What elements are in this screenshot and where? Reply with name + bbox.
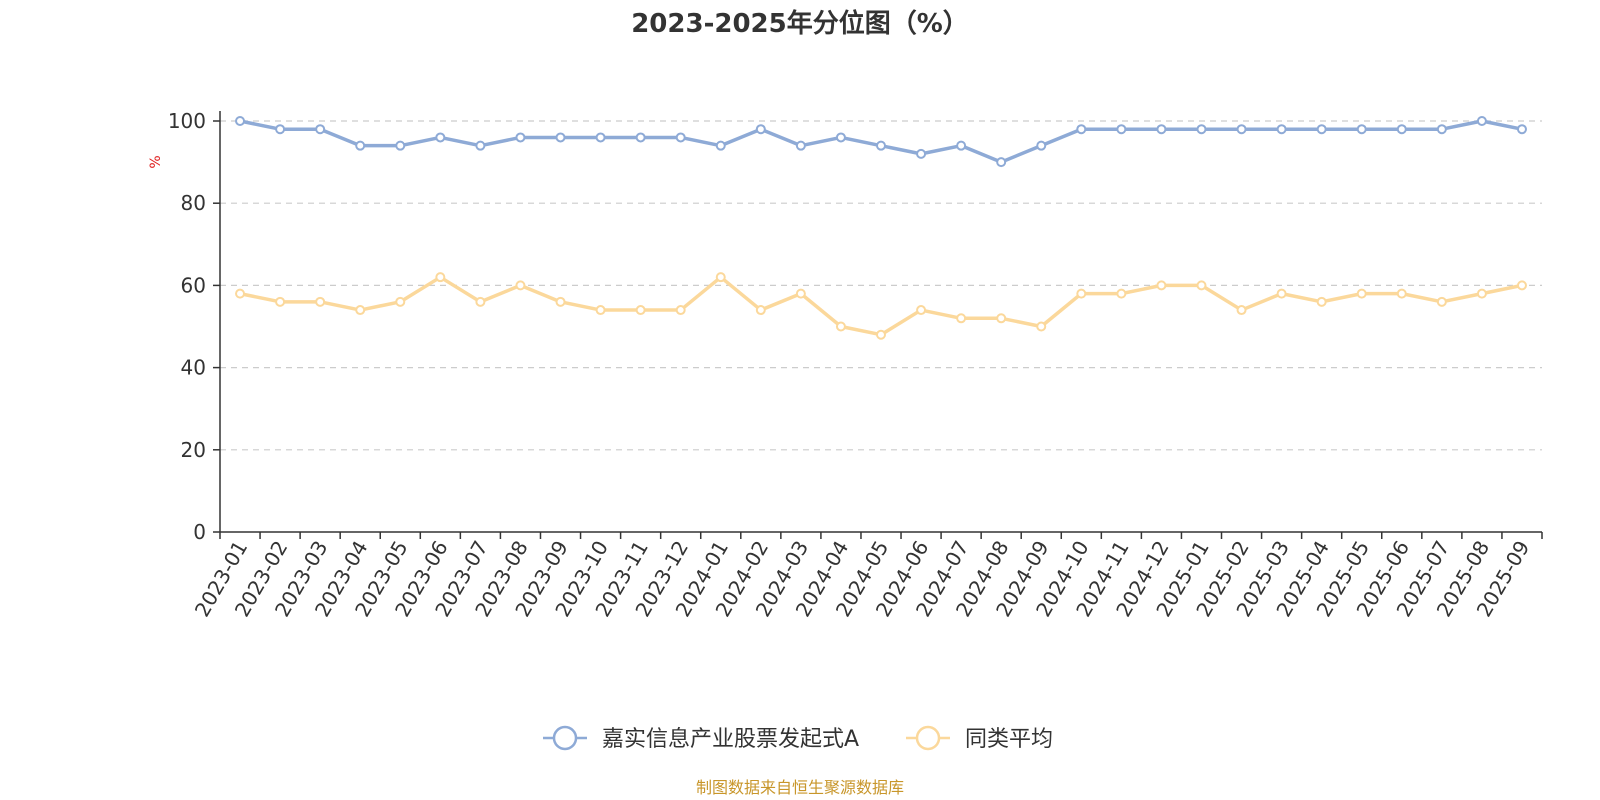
data-point: [355, 140, 366, 151]
data-point: [515, 132, 526, 143]
data-point: [916, 305, 927, 316]
chart-title: 2023-2025年分位图（%）: [631, 8, 969, 39]
y-tick-label: 0: [193, 520, 206, 544]
data-point: [235, 116, 246, 126]
data-point: [1316, 124, 1327, 135]
legend-marker-icon: [915, 725, 941, 751]
y-tick-label: 40: [181, 356, 206, 380]
data-point: [635, 132, 646, 143]
data-point: [1356, 124, 1367, 135]
data-point: [996, 157, 1007, 168]
series-2: [235, 272, 1527, 340]
data-point: [1516, 280, 1527, 291]
data-point: [315, 124, 326, 135]
legend-marker-icon: [552, 725, 578, 751]
legend-item-1[interactable]: 嘉实信息产业股票发起式A: [543, 725, 859, 752]
data-point: [835, 321, 846, 332]
data-point: [1076, 288, 1087, 299]
data-point: [755, 305, 766, 316]
series-1: [235, 116, 1527, 168]
data-point: [1116, 124, 1127, 135]
axes: 0204060801002023-012023-022023-032023-04…: [168, 109, 1543, 621]
data-point: [475, 140, 486, 151]
legend-item-2[interactable]: 同类平均: [906, 725, 1053, 752]
data-point: [1516, 124, 1527, 135]
data-point: [1196, 280, 1207, 291]
data-point: [555, 296, 566, 307]
data-point: [395, 140, 406, 151]
data-point: [435, 272, 446, 283]
y-axis-unit: %: [148, 155, 164, 168]
data-point: [1156, 280, 1167, 291]
data-point: [435, 132, 446, 143]
data-point: [1436, 124, 1447, 135]
data-point: [1436, 296, 1447, 307]
data-point: [1396, 124, 1407, 135]
data-point: [1476, 288, 1487, 299]
data-point: [475, 296, 486, 307]
data-point: [275, 296, 286, 307]
data-point: [1316, 296, 1327, 307]
data-point: [595, 305, 606, 316]
data-point: [876, 329, 886, 340]
data-point: [876, 140, 886, 151]
data-point: [1156, 124, 1167, 135]
data-point: [1196, 124, 1207, 135]
source-note: 制图数据来自恒生聚源数据库: [696, 778, 904, 797]
data-point: [675, 305, 686, 316]
data-point: [715, 140, 726, 151]
data-point: [1476, 116, 1487, 126]
data-point: [1076, 124, 1087, 135]
data-point: [275, 124, 286, 135]
data-point: [515, 280, 526, 291]
grid-lines: [220, 120, 1542, 451]
y-tick-label: 20: [181, 438, 206, 462]
data-point: [1236, 124, 1247, 135]
data-point: [916, 148, 927, 159]
data-point: [996, 313, 1007, 324]
data-point: [795, 140, 806, 151]
legend-label: 嘉实信息产业股票发起式A: [602, 727, 859, 752]
data-point: [1236, 305, 1247, 316]
data-point: [1036, 140, 1047, 151]
data-point: [1036, 321, 1047, 332]
data-point: [315, 296, 326, 307]
data-point: [395, 296, 406, 307]
series-lines: [235, 116, 1527, 340]
data-point: [755, 124, 766, 135]
legend-label: 同类平均: [965, 727, 1053, 752]
data-point: [635, 305, 646, 316]
data-point: [595, 132, 606, 143]
data-point: [675, 132, 686, 143]
data-point: [1396, 288, 1407, 299]
data-point: [835, 132, 846, 143]
data-point: [956, 140, 967, 151]
data-point: [956, 313, 967, 324]
data-point: [1276, 124, 1287, 135]
y-tick-label: 80: [181, 191, 206, 215]
data-point: [555, 132, 566, 143]
data-point: [235, 288, 246, 299]
data-point: [1356, 288, 1367, 299]
y-tick-label: 100: [168, 109, 206, 133]
y-tick-label: 60: [181, 273, 206, 297]
data-point: [795, 288, 806, 299]
data-point: [715, 272, 726, 283]
legend[interactable]: 嘉实信息产业股票发起式A 同类平均: [543, 725, 1053, 752]
data-point: [355, 305, 366, 316]
data-point: [1116, 288, 1127, 299]
data-point: [1276, 288, 1287, 299]
